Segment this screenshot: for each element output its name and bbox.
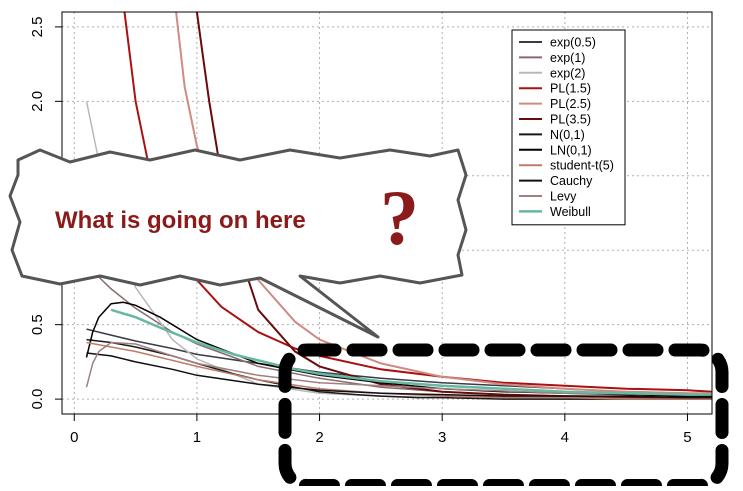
series-line-11 [110,308,712,396]
y-tick-label-0: 0.0 [29,389,46,410]
highlight-box [278,343,729,491]
speech-bubble-shape [8,148,468,339]
legend-label-8: student-t(5) [550,159,614,173]
legend-label-11: Weibull [550,205,591,219]
x-tick-label-4: 4 [561,429,569,446]
y-tick-label-5: 2.5 [29,16,46,37]
series-line-10 [85,341,712,396]
x-tick-label-1: 1 [193,429,201,446]
x-tick-label-5: 5 [683,429,691,446]
series-lines [85,12,712,400]
legend-label-2: exp(2) [550,66,585,80]
legend-label-9: Cauchy [550,174,593,188]
series-line-9 [86,352,712,399]
legend-label-4: PL(2.5) [550,97,591,111]
y-tick-label-4: 2.0 [29,91,46,112]
legend-label-6: N(0,1) [550,128,585,142]
question-mark-icon: ? [380,174,419,261]
legend: exp(0.5)exp(1)exp(2) PL(1.5)PL(2.5) PL(3.5… [511,29,626,226]
callout-text: What is going on here [55,207,306,234]
x-tick-label-3: 3 [438,429,446,446]
legend-label-5: PL(3.5) [550,113,591,127]
legend-box [511,29,626,226]
legend-label-10: Levy [550,190,577,204]
x-tick-label-0: 0 [70,429,78,446]
series-line-1 [85,264,712,399]
legend-label-3: PL(1.5) [550,82,591,96]
legend-label-0: exp(0.5) [550,36,596,50]
x-tick-label-2: 2 [315,429,323,446]
legend-label-1: exp(1) [550,51,585,65]
speech-bubble: What is going on here ? [8,148,468,339]
y-tick-label-1: 0.5 [29,314,46,335]
legend-label-7: LN(0,1) [550,143,592,157]
